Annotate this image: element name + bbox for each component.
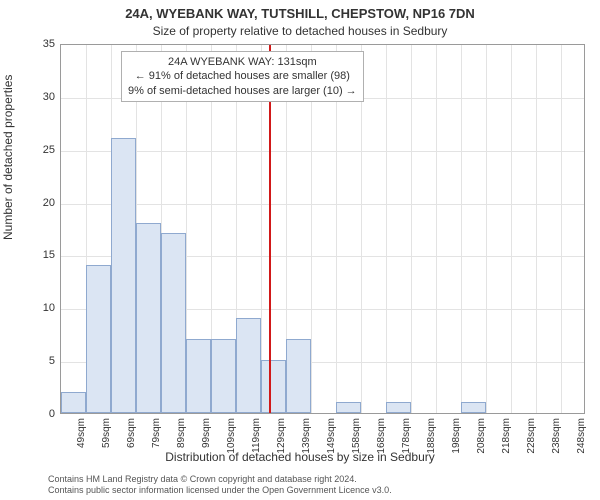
y-tick-label: 20 xyxy=(30,197,55,209)
x-axis-label: Distribution of detached houses by size … xyxy=(0,450,600,464)
x-tick-label: 208sqm xyxy=(476,418,487,454)
attribution-text: Contains HM Land Registry data © Crown c… xyxy=(48,474,590,497)
histogram-bar xyxy=(161,233,186,413)
annotation-line-3: 9% of semi-detached houses are larger (1… xyxy=(128,84,357,98)
annotation-line-1: 24A WYEBANK WAY: 131sqm xyxy=(128,55,357,69)
x-tick-label: 158sqm xyxy=(351,418,362,454)
y-tick-label: 5 xyxy=(30,355,55,367)
histogram-bar xyxy=(261,360,286,413)
attribution-line-1: Contains HM Land Registry data © Crown c… xyxy=(48,474,590,485)
x-tick-label: 149sqm xyxy=(326,418,337,454)
histogram-bar xyxy=(461,402,486,413)
y-axis-label: Number of detached properties xyxy=(1,75,15,240)
y-tick-label: 10 xyxy=(30,302,55,314)
x-tick-label: 109sqm xyxy=(226,418,237,454)
x-tick-label: 129sqm xyxy=(276,418,287,454)
y-tick-label: 30 xyxy=(30,91,55,103)
grid-line-v xyxy=(486,45,487,413)
x-tick-label: 119sqm xyxy=(251,418,262,453)
x-tick-label: 248sqm xyxy=(576,418,587,454)
x-tick-label: 139sqm xyxy=(301,418,312,454)
annotation-line-2: ← 91% of detached houses are smaller (98… xyxy=(128,69,357,83)
grid-line-v xyxy=(461,45,462,413)
grid-line-v xyxy=(386,45,387,413)
grid-line-v xyxy=(436,45,437,413)
y-tick-label: 0 xyxy=(30,408,55,420)
histogram-bar xyxy=(236,318,261,413)
histogram-bar xyxy=(111,138,136,413)
histogram-bar xyxy=(86,265,111,413)
histogram-bar xyxy=(386,402,411,413)
x-tick-label: 188sqm xyxy=(426,418,437,454)
x-tick-label: 218sqm xyxy=(501,418,512,454)
x-tick-label: 89sqm xyxy=(176,418,187,448)
grid-line-v xyxy=(411,45,412,413)
y-tick-label: 25 xyxy=(30,144,55,156)
grid-line-h xyxy=(61,204,584,205)
histogram-bar xyxy=(286,339,311,413)
grid-line-v xyxy=(561,45,562,413)
x-tick-label: 69sqm xyxy=(126,418,137,448)
x-tick-label: 59sqm xyxy=(101,418,112,448)
histogram-bar xyxy=(336,402,361,413)
x-tick-label: 178sqm xyxy=(401,418,412,454)
chart-title: 24A, WYEBANK WAY, TUTSHILL, CHEPSTOW, NP… xyxy=(0,6,600,21)
chart-subtitle: Size of property relative to detached ho… xyxy=(0,24,600,38)
x-tick-label: 168sqm xyxy=(376,418,387,454)
plot-area: 24A WYEBANK WAY: 131sqm ← 91% of detache… xyxy=(60,44,585,414)
y-tick-label: 35 xyxy=(30,38,55,50)
x-tick-label: 238sqm xyxy=(551,418,562,454)
y-tick-label: 15 xyxy=(30,249,55,261)
x-tick-label: 79sqm xyxy=(151,418,162,448)
chart-container: 24A, WYEBANK WAY, TUTSHILL, CHEPSTOW, NP… xyxy=(0,0,600,500)
grid-line-v xyxy=(536,45,537,413)
x-tick-label: 99sqm xyxy=(201,418,212,448)
annotation-box: 24A WYEBANK WAY: 131sqm ← 91% of detache… xyxy=(121,51,364,102)
x-tick-label: 228sqm xyxy=(526,418,537,454)
x-tick-label: 198sqm xyxy=(451,418,462,454)
histogram-bar xyxy=(61,392,86,413)
histogram-bar xyxy=(211,339,236,413)
histogram-bar xyxy=(186,339,211,413)
grid-line-h xyxy=(61,151,584,152)
x-tick-label: 49sqm xyxy=(76,418,87,448)
attribution-line-2: Contains public sector information licen… xyxy=(48,485,590,496)
grid-line-v xyxy=(511,45,512,413)
histogram-bar xyxy=(136,223,161,413)
